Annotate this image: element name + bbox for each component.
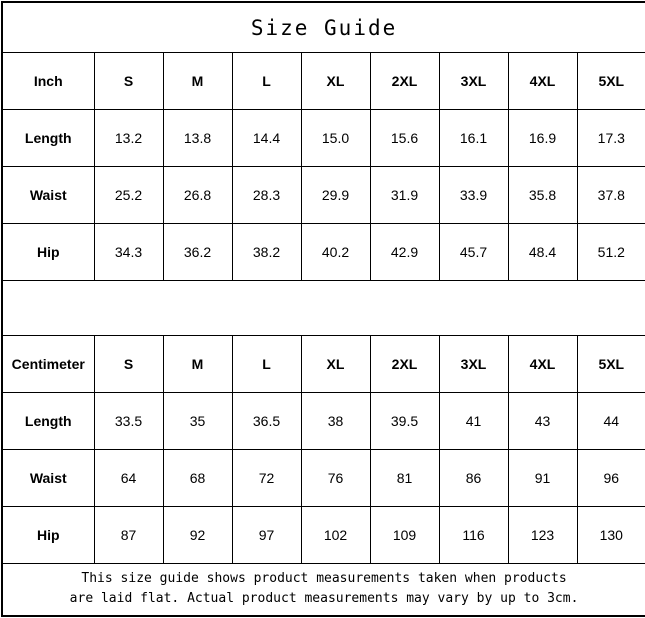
size-value-cell: 123 bbox=[507, 505, 578, 564]
inch-hip-row: Hip 34.3 36.2 38.2 40.2 42.9 45.7 48.4 5… bbox=[1, 223, 645, 281]
size-value-cell: 91 bbox=[507, 448, 578, 507]
size-value-cell: 26.8 bbox=[162, 166, 233, 225]
size-value-cell: 51.2 bbox=[576, 223, 645, 281]
size-value-cell: 41 bbox=[438, 391, 509, 450]
size-value-cell: 38.2 bbox=[231, 223, 302, 281]
measure-row-label: Waist bbox=[1, 166, 95, 225]
size-value-cell: 35.8 bbox=[507, 166, 578, 225]
centimeter-header-row: Centimeter S M L XL 2XL 3XL 4XL 5XL bbox=[1, 334, 645, 393]
size-value-cell: 36.2 bbox=[162, 223, 233, 281]
size-col-header: 5XL bbox=[576, 52, 645, 111]
size-value-cell: 44 bbox=[576, 391, 645, 450]
cm-hip-row: Hip 87 92 97 102 109 116 123 130 bbox=[1, 505, 645, 564]
size-value-cell: 36.5 bbox=[231, 391, 302, 450]
footer-note: This size guide shows product measuremen… bbox=[1, 562, 645, 617]
size-value-cell: 28.3 bbox=[231, 166, 302, 225]
size-value-cell: 35 bbox=[162, 391, 233, 450]
size-value-cell: 96 bbox=[576, 448, 645, 507]
size-col-header: 3XL bbox=[438, 52, 509, 111]
size-col-header: 2XL bbox=[369, 334, 440, 393]
size-value-cell: 33.5 bbox=[93, 391, 164, 450]
measure-row-label: Length bbox=[1, 391, 95, 450]
size-col-header: 5XL bbox=[576, 334, 645, 393]
size-value-cell: 17.3 bbox=[576, 109, 645, 168]
cm-length-row: Length 33.5 35 36.5 38 39.5 41 43 44 bbox=[1, 391, 645, 450]
measure-row-label: Length bbox=[1, 109, 95, 168]
size-value-cell: 116 bbox=[438, 505, 509, 564]
measure-row-label: Hip bbox=[1, 223, 95, 281]
size-col-header: 4XL bbox=[507, 334, 578, 393]
size-value-cell: 33.9 bbox=[438, 166, 509, 225]
size-value-cell: 38 bbox=[300, 391, 371, 450]
size-value-cell: 81 bbox=[369, 448, 440, 507]
measure-row-label: Hip bbox=[1, 505, 95, 564]
unit-header-centimeter: Centimeter bbox=[1, 334, 95, 393]
size-value-cell: 40.2 bbox=[300, 223, 371, 281]
size-value-cell: 102 bbox=[300, 505, 371, 564]
size-col-header: XL bbox=[300, 52, 371, 111]
size-col-header: L bbox=[231, 52, 302, 111]
size-value-cell: 68 bbox=[162, 448, 233, 507]
size-value-cell: 39.5 bbox=[369, 391, 440, 450]
size-value-cell: 97 bbox=[231, 505, 302, 564]
size-value-cell: 34.3 bbox=[93, 223, 164, 281]
size-value-cell: 29.9 bbox=[300, 166, 371, 225]
size-value-cell: 31.9 bbox=[369, 166, 440, 225]
size-col-header: S bbox=[93, 52, 164, 111]
size-value-cell: 37.8 bbox=[576, 166, 645, 225]
size-value-cell: 130 bbox=[576, 505, 645, 564]
size-value-cell: 15.6 bbox=[369, 109, 440, 168]
size-value-cell: 25.2 bbox=[93, 166, 164, 225]
size-value-cell: 15.0 bbox=[300, 109, 371, 168]
size-col-header: L bbox=[231, 334, 302, 393]
size-value-cell: 109 bbox=[369, 505, 440, 564]
size-value-cell: 64 bbox=[93, 448, 164, 507]
size-value-cell: 16.9 bbox=[507, 109, 578, 168]
size-col-header: M bbox=[162, 52, 233, 111]
size-value-cell: 87 bbox=[93, 505, 164, 564]
footer-note-line2: are laid flat. Actual product measuremen… bbox=[69, 591, 579, 607]
size-value-cell: 48.4 bbox=[507, 223, 578, 281]
size-value-cell: 86 bbox=[438, 448, 509, 507]
inch-length-row: Length 13.2 13.8 14.4 15.0 15.6 16.1 16.… bbox=[1, 109, 645, 168]
footer-note-line1: This size guide shows product measuremen… bbox=[81, 571, 567, 587]
size-value-cell: 45.7 bbox=[438, 223, 509, 281]
size-value-cell: 72 bbox=[231, 448, 302, 507]
title-row: Size Guide bbox=[1, 1, 645, 54]
size-value-cell: 13.8 bbox=[162, 109, 233, 168]
inch-waist-row: Waist 25.2 26.8 28.3 29.9 31.9 33.9 35.8… bbox=[1, 166, 645, 225]
size-value-cell: 92 bbox=[162, 505, 233, 564]
size-value-cell: 42.9 bbox=[369, 223, 440, 281]
size-value-cell: 13.2 bbox=[93, 109, 164, 168]
size-col-header: 3XL bbox=[438, 334, 509, 393]
size-col-header: XL bbox=[300, 334, 371, 393]
table-spacer-row bbox=[1, 280, 645, 336]
measure-row-label: Waist bbox=[1, 448, 95, 507]
size-value-cell: 14.4 bbox=[231, 109, 302, 168]
page-title: Size Guide bbox=[1, 1, 645, 54]
size-value-cell: 16.1 bbox=[438, 109, 509, 168]
inch-header-row: Inch S M L XL 2XL 3XL 4XL 5XL bbox=[1, 52, 645, 111]
cm-waist-row: Waist 64 68 72 76 81 86 91 96 bbox=[1, 448, 645, 507]
size-value-cell: 76 bbox=[300, 448, 371, 507]
unit-header-inch: Inch bbox=[1, 52, 95, 111]
size-col-header: 4XL bbox=[507, 52, 578, 111]
size-col-header: 2XL bbox=[369, 52, 440, 111]
size-col-header: M bbox=[162, 334, 233, 393]
footer-row: This size guide shows product measuremen… bbox=[1, 562, 645, 617]
table-spacer bbox=[1, 280, 645, 336]
size-value-cell: 43 bbox=[507, 391, 578, 450]
size-col-header: S bbox=[93, 334, 164, 393]
